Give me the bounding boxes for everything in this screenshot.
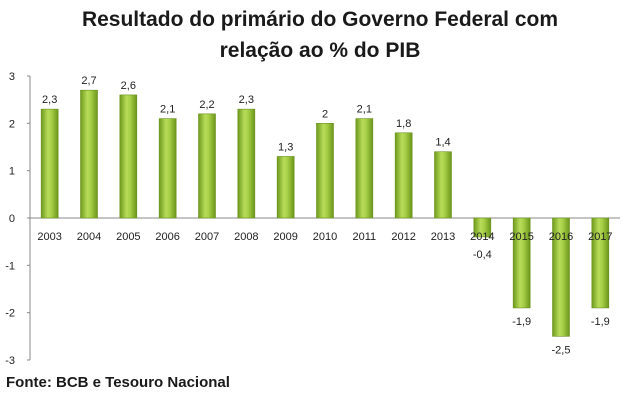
data-label: 1,8 xyxy=(396,118,411,130)
data-label: -0,4 xyxy=(473,249,492,261)
bar-2015 xyxy=(512,217,531,309)
bar-2004 xyxy=(80,89,98,219)
y-tick-labels: 3 2 1 0 -1 -2 -3 xyxy=(5,71,30,367)
y-tick-label: -2 xyxy=(5,308,15,320)
data-label: 2,2 xyxy=(199,99,214,111)
bars xyxy=(40,89,610,337)
data-label: 2,3 xyxy=(239,94,254,106)
x-tick-label: 2004 xyxy=(77,231,101,243)
bar-2012 xyxy=(394,132,413,219)
data-label: 2,7 xyxy=(81,75,96,87)
x-tick-label: 2016 xyxy=(549,231,573,243)
chart-title-line-1: Resultado do primário do Governo Federal… xyxy=(81,8,559,31)
x-tick-label: 2014 xyxy=(470,231,494,243)
x-tick-label: 2015 xyxy=(509,231,533,243)
data-label: 1,4 xyxy=(435,137,450,149)
x-tick-label: 2009 xyxy=(273,231,297,243)
data-label: 2,1 xyxy=(357,104,372,116)
bar-2013 xyxy=(434,151,452,219)
x-tick-label: 2008 xyxy=(234,231,258,243)
y-tick-label: -3 xyxy=(5,355,15,367)
y-tick-label: 2 xyxy=(9,118,15,130)
bar-2017 xyxy=(591,217,610,309)
data-label: -2,5 xyxy=(552,344,571,356)
bar-2009 xyxy=(276,156,295,219)
bar-2003 xyxy=(40,108,59,219)
data-label: 2,6 xyxy=(121,80,136,92)
x-tick-label: 2017 xyxy=(588,231,612,243)
bar-2008 xyxy=(237,108,256,219)
x-tick-label: 2007 xyxy=(195,231,219,243)
bar-2016 xyxy=(552,217,570,337)
bar-2005 xyxy=(119,94,138,219)
x-tick-label: 2011 xyxy=(353,231,377,243)
y-tick-label: 3 xyxy=(9,71,15,83)
chart-title: Resultado do primário do Governo Federal… xyxy=(0,4,640,66)
x-tick-label: 2012 xyxy=(391,231,415,243)
x-tick-labels: 2003 2004 2005 2006 2007 2008 2009 2010 2011 2012… xyxy=(37,231,612,243)
data-label: -1,9 xyxy=(591,316,610,328)
data-labels: 2,3 2,7 2,6 2,1 2,2 2,3 1,3 2 2,1 1,8 1,4 -0,4 -1,9 -… xyxy=(42,75,610,356)
bar-2007 xyxy=(198,113,216,219)
data-label: 2,1 xyxy=(160,104,175,116)
bar-2011 xyxy=(355,118,374,219)
x-tick-label: 2005 xyxy=(116,231,140,243)
bar-2006 xyxy=(158,118,177,219)
data-label: 2,3 xyxy=(42,94,57,106)
x-tick-label: 2006 xyxy=(155,231,179,243)
x-tick-label: 2003 xyxy=(37,231,61,243)
chart-title-line-2: relação ao % do PIB xyxy=(219,39,421,62)
data-label: 2 xyxy=(322,108,328,120)
bar-2010 xyxy=(316,123,334,219)
y-tick-label: -1 xyxy=(5,260,15,272)
x-tick-label: 2010 xyxy=(313,231,337,243)
x-tick-label: 2013 xyxy=(431,231,455,243)
y-tick-label: 1 xyxy=(9,166,15,178)
source-note: Fonte: BCB e Tesouro Nacional xyxy=(6,374,230,391)
data-label: 1,3 xyxy=(278,141,293,153)
bar-2014 xyxy=(473,217,492,238)
data-label: -1,9 xyxy=(512,316,531,328)
y-tick-label: 0 xyxy=(9,213,15,225)
